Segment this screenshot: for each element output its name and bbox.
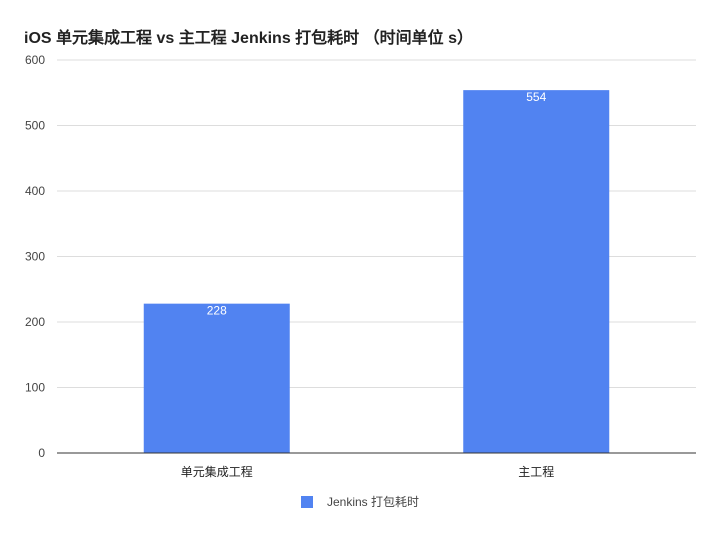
y-tick-label: 400 (25, 184, 45, 198)
y-tick-label: 100 (25, 381, 45, 395)
data-label: 554 (526, 90, 546, 104)
legend-label: Jenkins 打包耗时 (326, 495, 420, 509)
chart-title: iOS 单元集成工程 vs 主工程 Jenkins 打包耗时 （时间单位 s） (24, 30, 473, 47)
bars (143, 90, 610, 453)
y-tick-label: 0 (38, 446, 45, 460)
legend-swatch (300, 495, 313, 508)
legend: Jenkins 打包耗时 (0, 493, 720, 510)
y-tick-label: 600 (25, 53, 45, 67)
bar (143, 303, 290, 453)
y-axis-ticks: 0 100 200 300 400 500 600 (25, 53, 45, 460)
y-tick-label: 500 (25, 119, 45, 133)
x-tick-label: 主工程 (518, 464, 554, 479)
x-tick-label: 单元集成工程 (181, 464, 253, 479)
y-tick-label: 300 (25, 250, 45, 264)
y-tick-label: 200 (25, 315, 45, 329)
data-labels: 228 554 (207, 90, 547, 318)
x-axis-ticks: 单元集成工程 主工程 (181, 464, 555, 479)
bar (463, 90, 610, 453)
data-label: 228 (207, 304, 227, 318)
